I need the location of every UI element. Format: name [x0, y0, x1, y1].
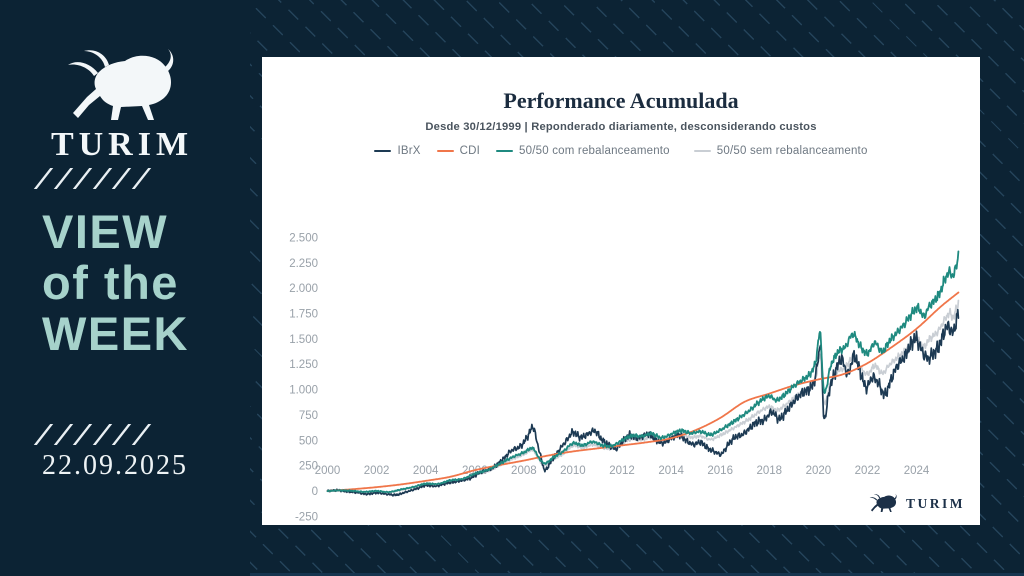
x-tick-label: 2000: [315, 465, 341, 477]
slash-icon: [111, 424, 131, 445]
slash-icon: [72, 424, 92, 445]
x-tick-label: 2024: [904, 465, 930, 477]
y-tick-label: 1.500: [289, 334, 318, 346]
legend-label: 50/50 com rebalanceamento: [519, 145, 670, 157]
chart-card: Performance Acumulada Desde 30/12/1999 |…: [262, 57, 980, 525]
slide-title: VIEW of the WEEK: [42, 206, 189, 359]
slash-icon: [131, 424, 151, 445]
bottom-accent-line: [0, 573, 1024, 576]
series-line-50-50-sem-rebalanceamento: [326, 299, 960, 494]
x-tick-label: 2010: [560, 465, 586, 477]
turim-bull-mini-icon: [868, 493, 899, 514]
legend-dash-icon: [496, 149, 514, 153]
slash-icon: [33, 168, 53, 189]
y-tick-label: 1.000: [289, 385, 318, 397]
x-tick-label: 2014: [658, 465, 684, 477]
slash-divider-bottom: [33, 424, 151, 445]
y-tick-label: 1.250: [289, 359, 318, 371]
brand-wordmark: TURIM: [50, 126, 194, 163]
turim-bull-logo-icon: [62, 46, 182, 128]
legend-item: IBrX: [374, 145, 420, 157]
x-tick-label: 2006: [462, 465, 488, 477]
x-tick-label: 2012: [609, 465, 635, 477]
slash-divider-top: [33, 168, 151, 189]
y-tick-label: 500: [299, 435, 318, 447]
slide-title-line2: of the: [42, 256, 179, 309]
slash-icon: [33, 424, 53, 445]
slide-title-line3: WEEK: [42, 307, 189, 360]
slash-icon: [92, 424, 112, 445]
y-tick-label: 2.000: [289, 283, 318, 295]
x-tick-label: 2020: [806, 465, 832, 477]
slash-icon: [72, 168, 92, 189]
y-tick-label: 1.750: [289, 308, 318, 320]
slide-title-line1: VIEW: [42, 205, 169, 258]
x-tick-label: 2004: [413, 465, 439, 477]
turim-footer-logo: TURIM: [868, 493, 965, 514]
x-tick-label: 2018: [756, 465, 782, 477]
slash-icon: [53, 424, 73, 445]
legend-item: CDI: [436, 145, 481, 157]
y-tick-label: 750: [299, 410, 318, 422]
legend-dash-icon: [436, 149, 454, 153]
x-tick-label: 2002: [364, 465, 390, 477]
y-tick-label: 0: [312, 486, 318, 498]
y-tick-label: 2.250: [289, 258, 318, 270]
legend-item: 50/50 sem rebalanceamento: [693, 145, 868, 157]
slash-icon: [111, 168, 131, 189]
legend-dash-icon: [374, 149, 392, 153]
sidebar: TURIM VIEW of the WEEK 22.09.2025: [0, 0, 250, 576]
series-line-cdi: [326, 291, 960, 492]
legend-item: 50/50 com rebalanceamento: [496, 145, 670, 157]
series-line-50-50-com-rebalanceamento: [326, 250, 960, 494]
footer-brand-text: TURIM: [906, 495, 965, 511]
legend-dash-icon: [693, 149, 711, 153]
chart-title: Performance Acumulada: [503, 88, 739, 113]
slash-icon: [92, 168, 112, 189]
slash-icon: [53, 168, 73, 189]
x-tick-label: 2016: [707, 465, 733, 477]
y-tick-label: -250: [295, 511, 318, 523]
slide-date: 22.09.2025: [42, 450, 188, 481]
legend-label: 50/50 sem rebalanceamento: [716, 145, 868, 157]
legend-label: IBrX: [397, 145, 421, 157]
legend-label: CDI: [459, 145, 481, 157]
y-tick-label: 250: [299, 461, 318, 473]
y-tick-label: 2.500: [289, 232, 318, 244]
x-tick-label: 2008: [511, 465, 537, 477]
chart-subtitle: Desde 30/12/1999 | Reponderado diariamen…: [425, 121, 817, 133]
slash-icon: [131, 168, 151, 189]
x-tick-label: 2022: [855, 465, 881, 477]
chart-legend: IBrX CDI 50/50 com rebalanceamento 50/50 se…: [262, 145, 980, 157]
series-line-ibrx: [326, 308, 960, 497]
